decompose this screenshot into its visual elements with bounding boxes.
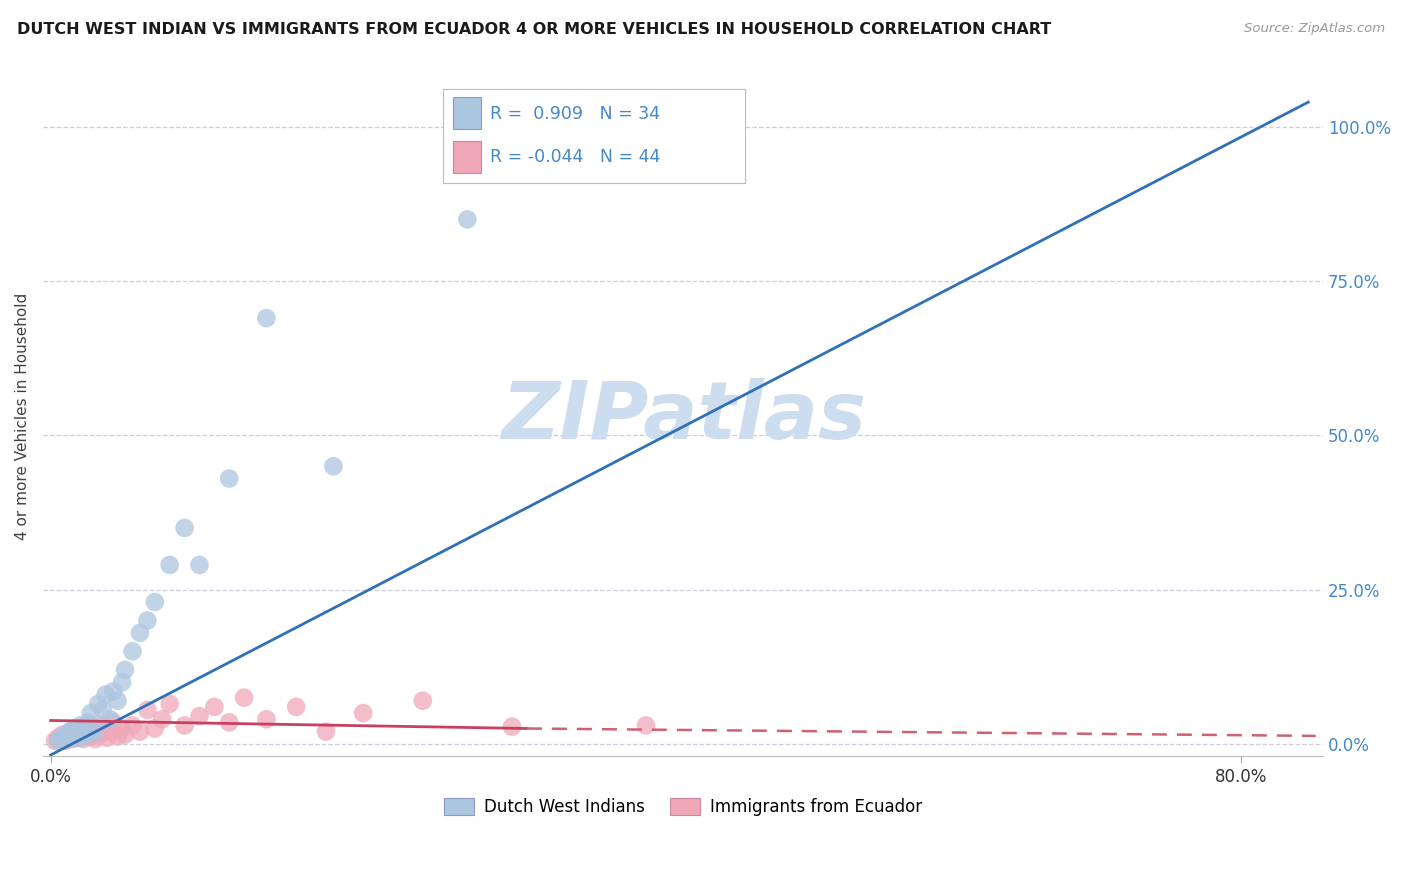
Point — [322, 459, 344, 474]
Point — [129, 724, 152, 739]
Point — [94, 688, 117, 702]
Point — [76, 718, 98, 732]
Bar — [454, 141, 481, 173]
Point — [173, 521, 195, 535]
Point — [173, 718, 195, 732]
Point — [111, 675, 134, 690]
Point — [72, 723, 94, 738]
Point — [101, 715, 124, 730]
Point — [55, 734, 77, 748]
Point — [121, 644, 143, 658]
Point — [46, 734, 69, 748]
Point — [143, 595, 166, 609]
Point — [188, 558, 211, 572]
Point — [66, 731, 89, 745]
Point — [62, 730, 84, 744]
Text: ZIPatlas: ZIPatlas — [501, 378, 866, 456]
Y-axis label: 4 or more Vehicles in Household: 4 or more Vehicles in Household — [15, 293, 30, 541]
Point — [91, 703, 114, 717]
Point — [84, 724, 107, 739]
Point — [256, 712, 278, 726]
Point — [114, 663, 136, 677]
Point — [76, 728, 98, 742]
Point — [72, 731, 94, 746]
Point — [188, 709, 211, 723]
Point — [46, 731, 69, 745]
Point — [233, 690, 256, 705]
Point — [218, 472, 240, 486]
Point — [256, 311, 278, 326]
Text: R =  0.909   N = 34: R = 0.909 N = 34 — [489, 104, 659, 122]
Point — [80, 730, 103, 744]
Point — [114, 728, 136, 742]
Point — [49, 731, 72, 746]
Point — [121, 718, 143, 732]
Point — [315, 724, 337, 739]
Point — [80, 706, 103, 720]
Point — [96, 731, 118, 745]
Point — [84, 722, 107, 736]
Point — [202, 699, 225, 714]
Point — [136, 614, 159, 628]
Point — [456, 212, 478, 227]
Point — [59, 724, 82, 739]
Point — [58, 731, 80, 746]
Point — [107, 730, 129, 744]
Point — [91, 718, 114, 732]
Point — [111, 722, 134, 736]
Point — [285, 699, 308, 714]
Point — [76, 715, 98, 730]
Point — [98, 712, 121, 726]
Point — [69, 718, 91, 732]
Point — [62, 731, 84, 746]
Point — [101, 684, 124, 698]
Point — [44, 734, 66, 748]
Point — [51, 728, 73, 742]
Text: DUTCH WEST INDIAN VS IMMIGRANTS FROM ECUADOR 4 OR MORE VEHICLES IN HOUSEHOLD COR: DUTCH WEST INDIAN VS IMMIGRANTS FROM ECU… — [17, 22, 1052, 37]
Point — [89, 728, 111, 742]
Point — [84, 731, 107, 746]
Point — [107, 694, 129, 708]
Point — [87, 697, 110, 711]
Point — [66, 726, 89, 740]
Bar — [454, 96, 481, 129]
Point — [69, 731, 91, 745]
Point — [150, 712, 173, 726]
Point — [49, 731, 72, 745]
Point — [69, 728, 91, 742]
Point — [159, 697, 181, 711]
Point — [63, 722, 86, 736]
Text: R = -0.044   N = 44: R = -0.044 N = 44 — [489, 148, 661, 166]
Point — [136, 703, 159, 717]
Point — [143, 722, 166, 736]
Point — [352, 706, 374, 720]
Point — [412, 694, 434, 708]
Legend: Dutch West Indians, Immigrants from Ecuador: Dutch West Indians, Immigrants from Ecua… — [437, 791, 929, 822]
Point — [59, 724, 82, 739]
Point — [218, 715, 240, 730]
Point — [98, 724, 121, 739]
Point — [63, 726, 86, 740]
Point — [501, 720, 523, 734]
Point — [159, 558, 181, 572]
Point — [69, 722, 91, 736]
Point — [634, 718, 657, 732]
Point — [129, 625, 152, 640]
Point — [76, 724, 98, 739]
Text: Source: ZipAtlas.com: Source: ZipAtlas.com — [1244, 22, 1385, 36]
Point — [55, 728, 77, 742]
Point — [58, 730, 80, 744]
